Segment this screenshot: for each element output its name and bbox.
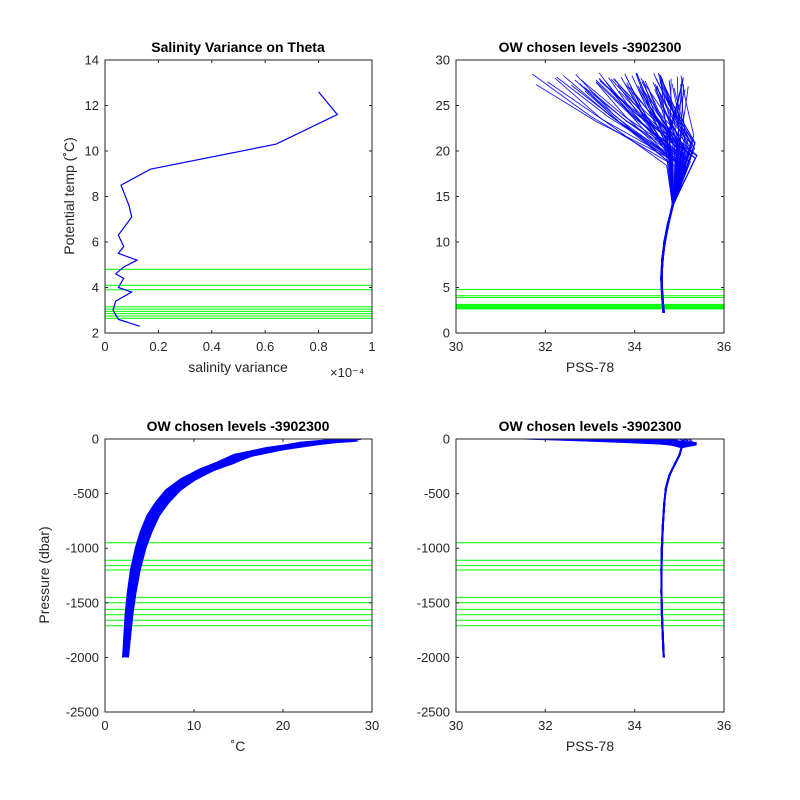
float-profile-line <box>581 79 691 314</box>
y-tick-label: 8 <box>92 189 99 204</box>
x-tick-label: 0 <box>101 718 108 733</box>
y-tick-label: 20 <box>436 144 450 159</box>
y-tick-label: 10 <box>436 235 450 250</box>
x-tick-label: 34 <box>627 339 641 354</box>
y-tick-label: 6 <box>92 235 99 250</box>
y-tick-label: -2500 <box>66 705 99 720</box>
axes-frame <box>455 438 725 713</box>
y-tick-label: -500 <box>424 486 450 501</box>
y-tick-label: 25 <box>436 98 450 113</box>
x-axis-label: salinity variance <box>188 359 288 375</box>
x-axis-label: PSS-78 <box>566 738 614 754</box>
x-axis-exponent: ×10⁻⁴ <box>330 365 365 380</box>
x-tick-label: 30 <box>449 718 463 733</box>
float-profile-line <box>656 85 678 314</box>
x-tick-label: 0.8 <box>310 339 328 354</box>
axes-frame <box>104 438 373 713</box>
x-axis-label: PSS-78 <box>566 359 614 375</box>
x-tick-label: 34 <box>627 718 641 733</box>
chart-title: OW chosen levels -3902300 <box>499 39 682 55</box>
x-tick-label: 30 <box>365 718 379 733</box>
y-tick-label: -2000 <box>66 650 99 665</box>
panel-salinity-theta: 30 32 34 36 0 5 10 15 20 25 30 OW chosen levels -3… <box>436 39 732 375</box>
x-tick-label: 32 <box>538 718 552 733</box>
chart-title: Salinity Variance on Theta <box>151 39 325 55</box>
y-tick-label: -1500 <box>417 595 450 610</box>
y-tick-label: -500 <box>73 486 99 501</box>
y-tick-label: 10 <box>85 144 99 159</box>
y-tick-label: 4 <box>92 280 99 295</box>
float-profile-line <box>125 439 354 658</box>
x-tick-label: 0.6 <box>256 339 274 354</box>
y-tick-label: 15 <box>436 189 450 204</box>
y-tick-label: 5 <box>443 280 450 295</box>
chart-title: OW chosen levels -3902300 <box>499 418 682 434</box>
x-tick-label: 0.2 <box>149 339 167 354</box>
x-tick-label: 20 <box>276 718 290 733</box>
y-tick-label: 2 <box>92 326 99 341</box>
y-tick-label: 0 <box>92 432 99 447</box>
x-tick-label: 0.4 <box>203 339 221 354</box>
x-tick-label: 32 <box>538 339 552 354</box>
y-tick-label: -2500 <box>417 705 450 720</box>
y-tick-label: -1500 <box>66 595 99 610</box>
y-tick-label: 30 <box>436 53 450 68</box>
y-tick-label: -2000 <box>417 650 450 665</box>
y-axis-label: Potential temp (˚C) <box>61 137 77 254</box>
panel-salinity-pressure: 30 32 34 36 -2500 -2000 -1500 -1000 -500 0 OW cho… <box>417 418 731 754</box>
y-tick-label: 0 <box>443 432 450 447</box>
float-profile-line <box>606 439 693 658</box>
x-tick-label: 10 <box>187 718 201 733</box>
x-tick-label: 36 <box>717 339 731 354</box>
variance-profile-line <box>112 91 339 327</box>
y-tick-label: -1000 <box>417 541 450 556</box>
y-tick-label: 12 <box>85 98 99 113</box>
y-axis-label: Pressure (dbar) <box>36 526 52 623</box>
chart-title: OW chosen levels -3902300 <box>147 418 330 434</box>
panel-temperature-pressure: 0 10 20 30 -2500 -2000 -1500 -1000 -500 0 OW chos… <box>36 418 379 754</box>
y-tick-label: 14 <box>85 53 99 68</box>
y-tick-label: -1000 <box>66 541 99 556</box>
x-tick-label: 1 <box>368 339 375 354</box>
x-axis-label: ˚C <box>231 738 246 754</box>
x-tick-label: 0 <box>101 339 108 354</box>
y-tick-label: 0 <box>443 326 450 341</box>
x-tick-label: 36 <box>717 718 731 733</box>
x-tick-label: 30 <box>449 339 463 354</box>
